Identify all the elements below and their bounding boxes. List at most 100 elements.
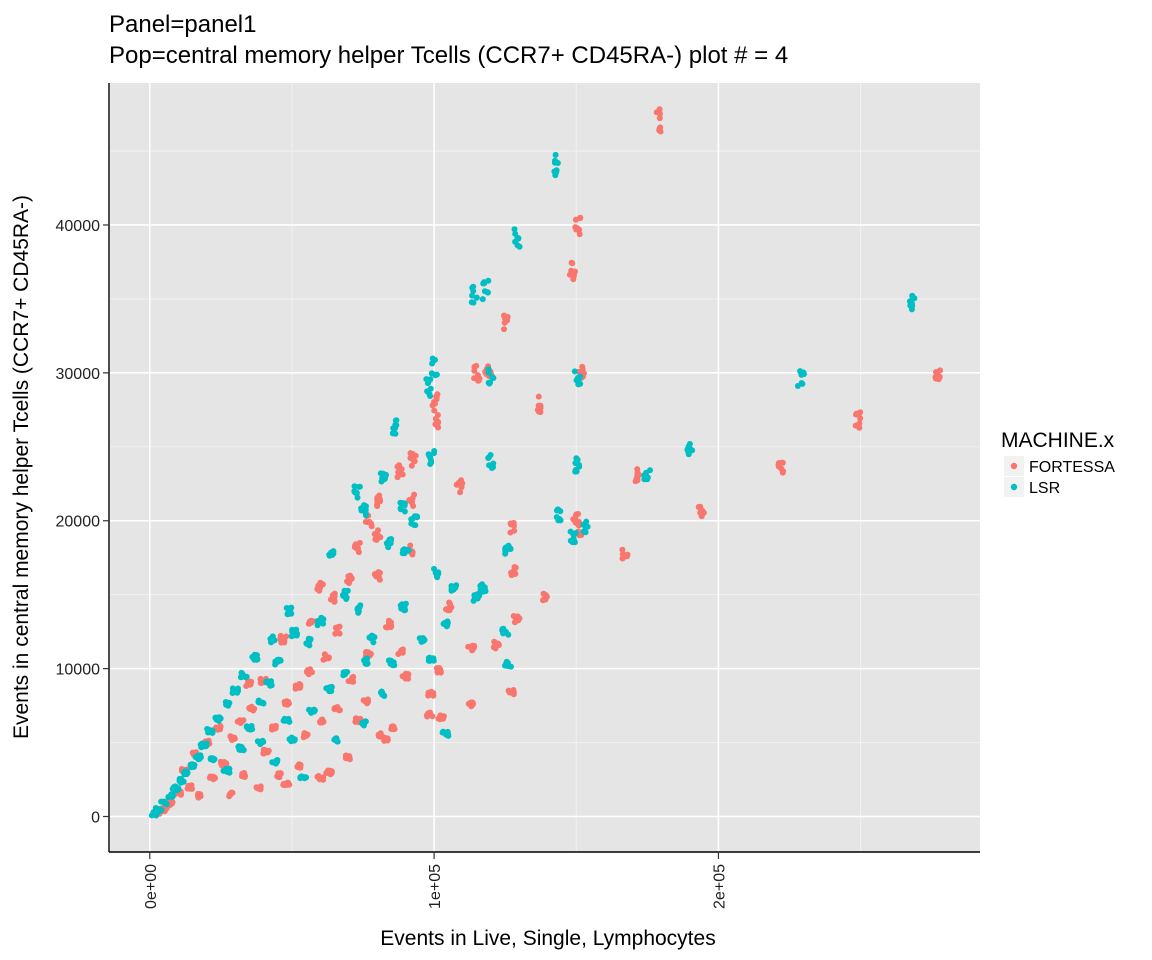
point-lsr bbox=[368, 635, 375, 642]
point-fortessa bbox=[697, 509, 704, 516]
point-fortessa bbox=[283, 633, 290, 640]
point-lsr bbox=[364, 655, 370, 662]
point-lsr bbox=[390, 659, 397, 666]
point-fortessa bbox=[852, 422, 859, 429]
point-lsr bbox=[426, 452, 433, 459]
point-lsr bbox=[188, 764, 195, 771]
point-lsr bbox=[469, 292, 476, 299]
point-fortessa bbox=[395, 651, 402, 657]
point-lsr bbox=[508, 663, 514, 670]
point-fortessa bbox=[238, 718, 245, 725]
point-fortessa bbox=[501, 326, 507, 333]
point-lsr bbox=[270, 759, 277, 766]
point-fortessa bbox=[374, 503, 381, 510]
y-tick-label: 40000 bbox=[56, 218, 101, 235]
point-lsr bbox=[572, 468, 579, 475]
point-fortessa bbox=[511, 527, 518, 534]
point-fortessa bbox=[304, 731, 311, 738]
point-fortessa bbox=[411, 491, 418, 498]
point-fortessa bbox=[408, 499, 415, 506]
point-lsr bbox=[433, 569, 440, 576]
point-lsr bbox=[257, 699, 264, 706]
point-lsr bbox=[402, 600, 409, 607]
point-lsr bbox=[448, 585, 455, 592]
point-fortessa bbox=[317, 584, 324, 591]
point-fortessa bbox=[391, 725, 398, 732]
point-lsr bbox=[908, 300, 915, 307]
point-lsr bbox=[408, 516, 415, 523]
point-lsr bbox=[440, 728, 447, 735]
point-lsr bbox=[428, 457, 434, 464]
point-lsr bbox=[468, 299, 475, 306]
point-fortessa bbox=[385, 617, 392, 624]
point-fortessa bbox=[471, 367, 478, 374]
legend-swatch-fortessa bbox=[1010, 462, 1018, 470]
point-fortessa bbox=[275, 774, 282, 780]
point-fortessa bbox=[271, 725, 278, 732]
x-tick-label: 0e+00 bbox=[143, 864, 160, 909]
point-lsr bbox=[397, 505, 404, 512]
point-fortessa bbox=[332, 630, 339, 637]
point-fortessa bbox=[473, 362, 480, 369]
point-lsr bbox=[292, 632, 299, 639]
point-fortessa bbox=[434, 669, 441, 675]
point-lsr bbox=[152, 811, 158, 818]
point-fortessa bbox=[331, 706, 338, 713]
point-lsr bbox=[420, 638, 426, 645]
point-fortessa bbox=[186, 785, 192, 792]
point-lsr bbox=[362, 512, 369, 519]
y-tick-label: 30000 bbox=[56, 366, 101, 383]
point-fortessa bbox=[778, 465, 785, 472]
point-lsr bbox=[487, 452, 494, 458]
point-fortessa bbox=[365, 519, 372, 526]
point-fortessa bbox=[570, 276, 577, 283]
point-fortessa bbox=[470, 645, 477, 652]
point-lsr bbox=[169, 792, 176, 799]
point-lsr bbox=[553, 167, 560, 174]
point-lsr bbox=[377, 689, 384, 696]
point-fortessa bbox=[243, 683, 250, 689]
point-lsr bbox=[445, 732, 452, 739]
point-lsr bbox=[253, 652, 260, 659]
point-fortessa bbox=[656, 115, 663, 122]
point-fortessa bbox=[465, 643, 472, 650]
point-lsr bbox=[427, 385, 434, 392]
point-lsr bbox=[432, 372, 439, 379]
point-lsr bbox=[487, 379, 494, 386]
point-lsr bbox=[470, 283, 477, 290]
point-lsr bbox=[315, 618, 322, 624]
y-tick-label: 0 bbox=[91, 810, 100, 827]
point-fortessa bbox=[376, 496, 383, 503]
point-lsr bbox=[253, 656, 260, 663]
point-lsr bbox=[552, 151, 559, 158]
point-lsr bbox=[512, 238, 519, 245]
point-lsr bbox=[909, 294, 916, 301]
point-fortessa bbox=[396, 462, 403, 469]
point-fortessa bbox=[575, 522, 582, 529]
point-fortessa bbox=[363, 648, 370, 655]
point-lsr bbox=[551, 159, 558, 166]
point-lsr bbox=[384, 540, 391, 547]
point-lsr bbox=[512, 230, 519, 237]
point-fortessa bbox=[395, 469, 402, 476]
point-lsr bbox=[283, 605, 290, 611]
point-lsr bbox=[388, 536, 395, 542]
point-lsr bbox=[184, 768, 191, 775]
point-fortessa bbox=[624, 551, 631, 558]
point-lsr bbox=[430, 655, 437, 662]
point-lsr bbox=[404, 546, 411, 553]
point-fortessa bbox=[345, 576, 352, 583]
point-fortessa bbox=[632, 478, 639, 485]
point-fortessa bbox=[574, 225, 581, 232]
point-fortessa bbox=[459, 480, 466, 487]
point-lsr bbox=[178, 775, 185, 782]
point-fortessa bbox=[430, 690, 437, 696]
chart-subtitle: Pop=central memory helper Tcells (CCR7+ … bbox=[109, 42, 788, 69]
point-lsr bbox=[553, 507, 560, 514]
point-lsr bbox=[220, 767, 227, 774]
chart-title: Panel=panel1 bbox=[109, 11, 256, 38]
point-fortessa bbox=[231, 734, 238, 741]
point-lsr bbox=[302, 774, 309, 781]
point-lsr bbox=[575, 381, 582, 388]
legend-title: MACHINE.x bbox=[1001, 429, 1115, 452]
